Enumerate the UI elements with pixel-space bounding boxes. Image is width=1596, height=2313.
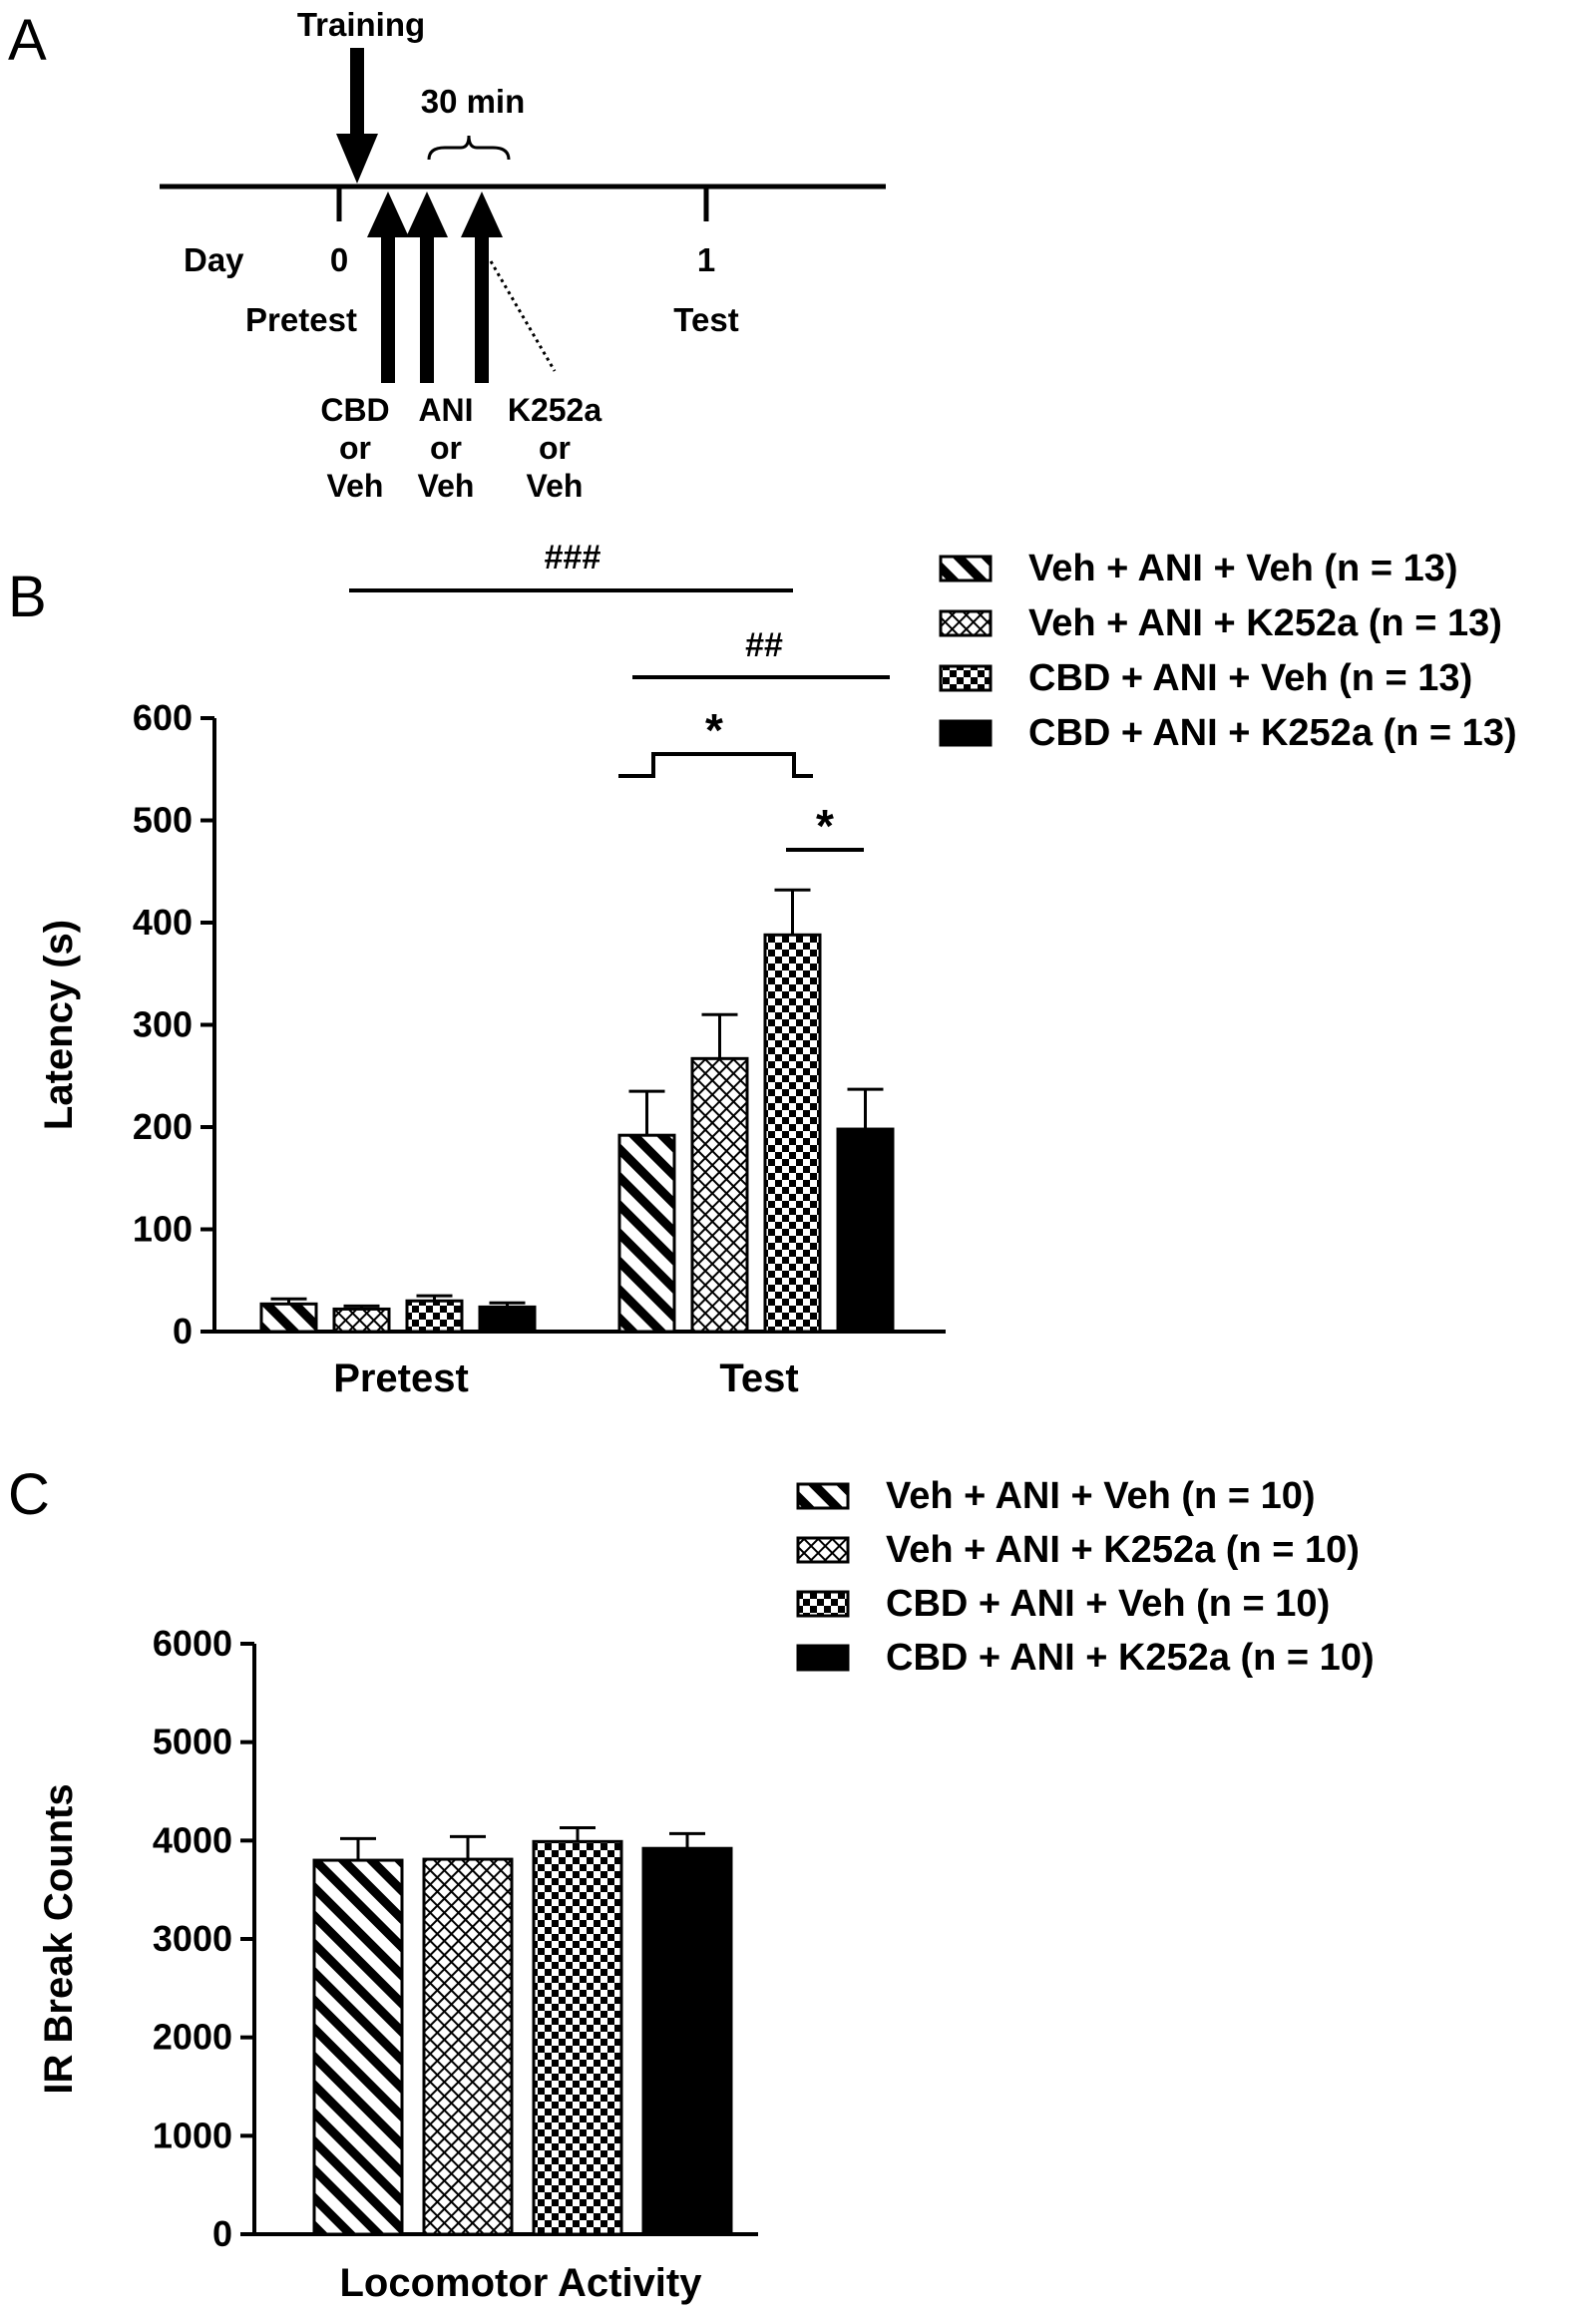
injection-arrows <box>367 192 503 383</box>
bar <box>532 1839 623 2236</box>
bar <box>405 1299 464 1334</box>
legend-swatch <box>939 664 993 692</box>
y-tick-label: 6000 <box>153 1623 232 1664</box>
y-tick-label: 1000 <box>153 2115 232 2155</box>
panel-label-c: C <box>8 1462 50 1527</box>
injection-k252a-l3: Veh <box>527 468 584 504</box>
significance-label-star-2: * <box>816 800 834 852</box>
y-tick-label: 2000 <box>153 2017 232 2058</box>
interval-label: 30 min <box>421 83 526 120</box>
training-arrow <box>336 48 378 184</box>
y-axis-label: IR Break Counts <box>37 1783 81 2094</box>
y-tick-label: 200 <box>133 1106 193 1147</box>
bar <box>312 1858 404 2236</box>
injection-k252a-l2: or <box>539 430 571 466</box>
legend-entry: CBD + ANI + K252a (n = 13) <box>1028 712 1517 754</box>
legend-swatch <box>796 1590 850 1618</box>
significance-label-###: ### <box>545 539 601 577</box>
bar <box>763 933 822 1334</box>
day-label: Day <box>184 241 244 278</box>
injection-cbd-l1: CBD <box>320 392 389 428</box>
training-label: Training <box>297 6 425 43</box>
interval-brace <box>427 135 511 161</box>
chart-c: 0 1000 2000 3000 4000 5000 6000 IR Break Counts… <box>37 1475 1375 2305</box>
panel-a: A Training 30 min Day 0 1 Pretest Test C… <box>8 6 886 504</box>
bar <box>478 1305 537 1334</box>
injection-cbd-l2: or <box>339 430 371 466</box>
injection-k252a-l1: K252a <box>508 392 602 428</box>
y-tick-label: 100 <box>133 1209 193 1250</box>
bar <box>836 1127 895 1334</box>
x-tick-label: Locomotor Activity <box>340 2261 703 2305</box>
chart-b: 0 100 200 300 400 500 600 Latency (s) Pretest Tes… <box>37 539 1517 1400</box>
panel-label-a: A <box>8 8 47 73</box>
panel-c: C 0 1000 2000 3000 4000 5000 6000 IR Break Coun… <box>8 1462 1375 2305</box>
legend-entry: Veh + ANI + K252a (n = 13) <box>1028 602 1502 644</box>
y-tick-label: 500 <box>133 800 193 841</box>
x-tick-label: Pretest <box>333 1356 469 1400</box>
y-axis-label: Latency (s) <box>37 920 81 1130</box>
legend-entry: Veh + ANI + Veh (n = 13) <box>1028 548 1458 589</box>
bar <box>641 1846 733 2236</box>
legend-entry: Veh + ANI + K252a (n = 10) <box>886 1529 1360 1571</box>
legend-swatch <box>939 719 993 747</box>
y-tick-label: 0 <box>173 1311 193 1351</box>
legend-entry: CBD + ANI + K252a (n = 10) <box>886 1637 1375 1679</box>
legend-swatch <box>796 1644 850 1672</box>
injection-ani-l1: ANI <box>418 392 473 428</box>
x-tick-label: Test <box>719 1356 798 1400</box>
significance-bracket-star <box>618 752 813 778</box>
panel-b: B 0 100 200 300 400 500 600 Latency (s) Pretest T… <box>8 539 1517 1400</box>
legend-entry: CBD + ANI + Veh (n = 13) <box>1028 657 1472 699</box>
bar <box>422 1857 514 2236</box>
injection-cbd-l3: Veh <box>327 468 384 504</box>
significance-label-star-1: * <box>705 704 723 756</box>
bar <box>259 1302 318 1334</box>
day0-label: 0 <box>330 241 348 278</box>
y-tick-label: 400 <box>133 902 193 943</box>
y-tick-label: 0 <box>212 2213 232 2254</box>
legend-swatch <box>796 1536 850 1564</box>
test-label: Test <box>673 301 738 338</box>
legend-entry: Veh + ANI + Veh (n = 10) <box>886 1475 1316 1517</box>
injection-ani-l2: or <box>430 430 462 466</box>
legend-swatch <box>939 555 993 582</box>
injection-cbd: CBD or Veh <box>320 392 389 504</box>
legend-entry: CBD + ANI + Veh (n = 10) <box>886 1583 1330 1625</box>
legend-swatch <box>796 1482 850 1510</box>
panel-label-b: B <box>8 565 47 629</box>
pretest-label: Pretest <box>245 301 357 338</box>
day1-label: 1 <box>697 241 715 278</box>
y-tick-label: 3000 <box>153 1918 232 1959</box>
injection-k252a: K252a or Veh <box>508 392 602 504</box>
injection-ani: ANI or Veh <box>418 392 475 504</box>
injection-ani-l3: Veh <box>418 468 475 504</box>
bar <box>617 1133 676 1334</box>
y-tick-label: 4000 <box>153 1819 232 1860</box>
y-tick-label: 5000 <box>153 1722 232 1762</box>
bar <box>332 1307 391 1334</box>
significance-label-##: ## <box>745 626 783 664</box>
y-tick-label: 600 <box>133 697 193 738</box>
bar <box>690 1056 749 1334</box>
legend-swatch <box>939 609 993 637</box>
y-tick-label: 300 <box>133 1004 193 1045</box>
k252a-pointer <box>489 260 557 372</box>
